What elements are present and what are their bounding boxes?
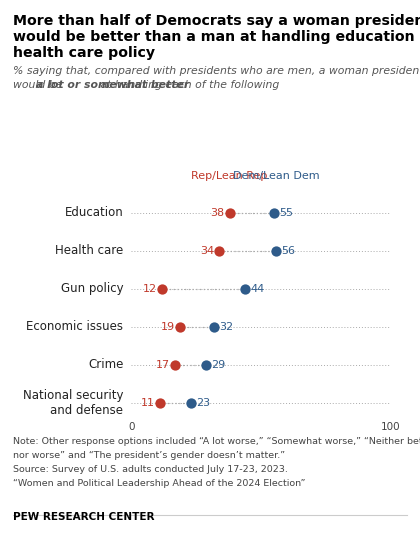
Text: 29: 29 <box>212 359 226 370</box>
Text: Crime: Crime <box>88 358 123 371</box>
Text: 0: 0 <box>128 422 134 432</box>
Point <box>159 285 165 293</box>
Text: 56: 56 <box>281 246 295 256</box>
Text: % saying that, compared with presidents who are men, a woman president: % saying that, compared with presidents … <box>13 66 420 76</box>
Point <box>203 361 210 369</box>
Point <box>172 361 178 369</box>
Text: Note: Other response options included “A lot worse,” “Somewhat worse,” “Neither : Note: Other response options included “A… <box>13 437 420 446</box>
Text: 38: 38 <box>210 208 224 218</box>
Text: Health care: Health care <box>55 244 123 257</box>
Text: Economic issues: Economic issues <box>26 320 123 333</box>
Text: at handling each of the following: at handling each of the following <box>97 80 280 90</box>
Text: 34: 34 <box>200 246 214 256</box>
Text: 23: 23 <box>196 397 210 408</box>
Text: 100: 100 <box>381 422 400 432</box>
Point <box>187 399 194 407</box>
Point <box>226 209 233 217</box>
Text: health care policy: health care policy <box>13 46 155 60</box>
Text: 55: 55 <box>279 208 293 218</box>
Text: Gun policy: Gun policy <box>61 282 123 295</box>
Point <box>156 399 163 407</box>
Text: PEW RESEARCH CENTER: PEW RESEARCH CENTER <box>13 512 154 521</box>
Point <box>242 285 249 293</box>
Text: National security
and defense: National security and defense <box>23 389 123 416</box>
Point <box>177 323 184 331</box>
Text: 44: 44 <box>250 284 265 294</box>
Text: a lot or somewhat better: a lot or somewhat better <box>36 80 189 90</box>
Text: 32: 32 <box>219 321 234 332</box>
Text: Education: Education <box>65 206 123 219</box>
Text: Dem/Lean Dem: Dem/Lean Dem <box>233 171 320 181</box>
Point <box>216 247 223 255</box>
Text: “Women and Political Leadership Ahead of the 2024 Election”: “Women and Political Leadership Ahead of… <box>13 479 305 489</box>
Text: Rep/Lean Rep: Rep/Lean Rep <box>192 171 268 181</box>
Text: 12: 12 <box>143 284 157 294</box>
Text: would be better than a man at handling education and: would be better than a man at handling e… <box>13 30 420 44</box>
Point <box>273 247 280 255</box>
Point <box>211 323 218 331</box>
Point <box>270 209 277 217</box>
Text: 11: 11 <box>141 397 155 408</box>
Text: More than half of Democrats say a woman president: More than half of Democrats say a woman … <box>13 14 420 28</box>
Text: 19: 19 <box>161 321 175 332</box>
Text: Source: Survey of U.S. adults conducted July 17-23, 2023.: Source: Survey of U.S. adults conducted … <box>13 465 287 475</box>
Text: 17: 17 <box>156 359 170 370</box>
Text: nor worse” and “The president’s gender doesn’t matter.”: nor worse” and “The president’s gender d… <box>13 451 285 460</box>
Text: would be: would be <box>13 80 66 90</box>
